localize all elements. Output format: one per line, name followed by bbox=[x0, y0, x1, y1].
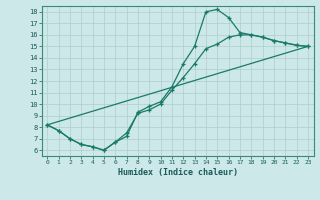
X-axis label: Humidex (Indice chaleur): Humidex (Indice chaleur) bbox=[118, 168, 237, 177]
